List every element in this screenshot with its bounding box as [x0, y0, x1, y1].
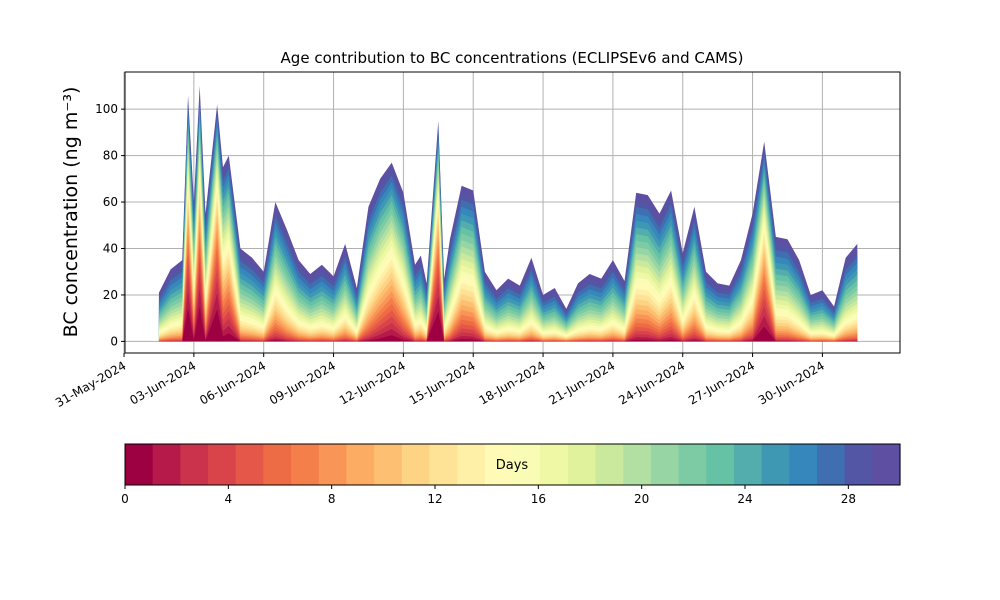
colorbar-frame	[124, 443, 901, 486]
x-tick-label: 21-Jun-2024	[546, 358, 617, 407]
y-tick-label: 20	[103, 288, 118, 302]
x-tick-label: 15-Jun-2024	[407, 358, 478, 407]
x-tick-label: 24-Jun-2024	[616, 358, 687, 407]
colorbar-swatch	[235, 444, 264, 485]
plot-area: 0 20 40 60 80 100 31-May-202403-Jun-202406-Ju…	[53, 71, 901, 410]
colorbar-swatch	[733, 444, 763, 485]
y-tick-label: 60	[103, 195, 118, 209]
colorbar-tick-label: 4	[225, 492, 233, 506]
x-tick-label: 31-May-2024	[53, 358, 128, 410]
x-tick-label: 03-Jun-2024	[127, 358, 198, 407]
x-tick-label: 27-Jun-2024	[686, 358, 757, 407]
colorbar-swatch	[457, 444, 486, 485]
age-band-area	[158, 306, 858, 342]
colorbar-swatch	[595, 444, 624, 485]
colorbar-swatch	[125, 444, 154, 485]
colorbar-tick-label: 24	[737, 492, 752, 506]
colorbar-swatch	[706, 444, 735, 485]
colorbar-swatch	[263, 444, 292, 485]
chart-title: Age contribution to BC concentrations (E…	[281, 49, 744, 67]
y-axis-label: BC concentration (ng m⁻³)	[60, 87, 82, 338]
x-tick-label: 18-Jun-2024	[477, 358, 548, 407]
y-axis-ticks: 0 20 40 60 80 100	[95, 102, 125, 348]
colorbar-swatch	[567, 444, 597, 485]
x-tick-label: 30-Jun-2024	[756, 358, 827, 407]
colorbar-tick-label: 8	[328, 492, 336, 506]
colorbar-swatch	[401, 444, 431, 485]
colorbar-swatches	[125, 444, 901, 485]
y-tick-label: 0	[110, 334, 118, 348]
colorbar-tick-label: 12	[427, 492, 442, 506]
colorbar-swatch	[318, 444, 348, 485]
colorbar-swatch	[872, 444, 901, 485]
age-area-stack	[158, 85, 858, 342]
colorbar-swatch	[346, 444, 375, 485]
colorbar-swatch	[374, 444, 403, 485]
age-band-area	[158, 114, 858, 342]
y-tick-label: 40	[103, 241, 118, 255]
colorbar-swatch	[180, 444, 209, 485]
plot-frame	[124, 71, 901, 354]
x-tick-label: 09-Jun-2024	[267, 358, 338, 407]
colorbar-tick-label: 28	[841, 492, 856, 506]
colorbar-swatch	[650, 444, 680, 485]
colorbar-swatch	[484, 444, 514, 485]
colorbar-tick-label: 20	[634, 492, 649, 506]
colorbar-swatch	[291, 444, 320, 485]
colorbar-swatch	[816, 444, 846, 485]
y-tick-label: 100	[95, 102, 118, 116]
colorbar-tick-label: 0	[121, 492, 129, 506]
colorbar-swatch	[761, 444, 790, 485]
x-axis-ticks: 31-May-202403-Jun-202406-Jun-202409-Jun-…	[53, 353, 827, 410]
colorbar: Days 0 4 8 12 16 20 24 28	[121, 443, 901, 506]
y-tick-label: 80	[103, 149, 118, 163]
colorbar-swatch	[152, 444, 181, 485]
colorbar-swatch	[512, 444, 541, 485]
colorbar-tick-label: 16	[531, 492, 546, 506]
colorbar-swatch	[844, 444, 873, 485]
colorbar-swatch	[623, 444, 652, 485]
colorbar-swatch	[208, 444, 237, 485]
x-tick-label: 06-Jun-2024	[197, 358, 268, 407]
colorbar-swatch	[789, 444, 818, 485]
colorbar-swatch	[540, 444, 569, 485]
x-tick-label: 12-Jun-2024	[337, 358, 408, 407]
colorbar-swatch	[429, 444, 458, 485]
colorbar-ticks: 0 4 8 12 16 20 24 28	[121, 485, 856, 506]
colorbar-swatch	[678, 444, 707, 485]
colorbar-label: Days	[496, 458, 529, 473]
